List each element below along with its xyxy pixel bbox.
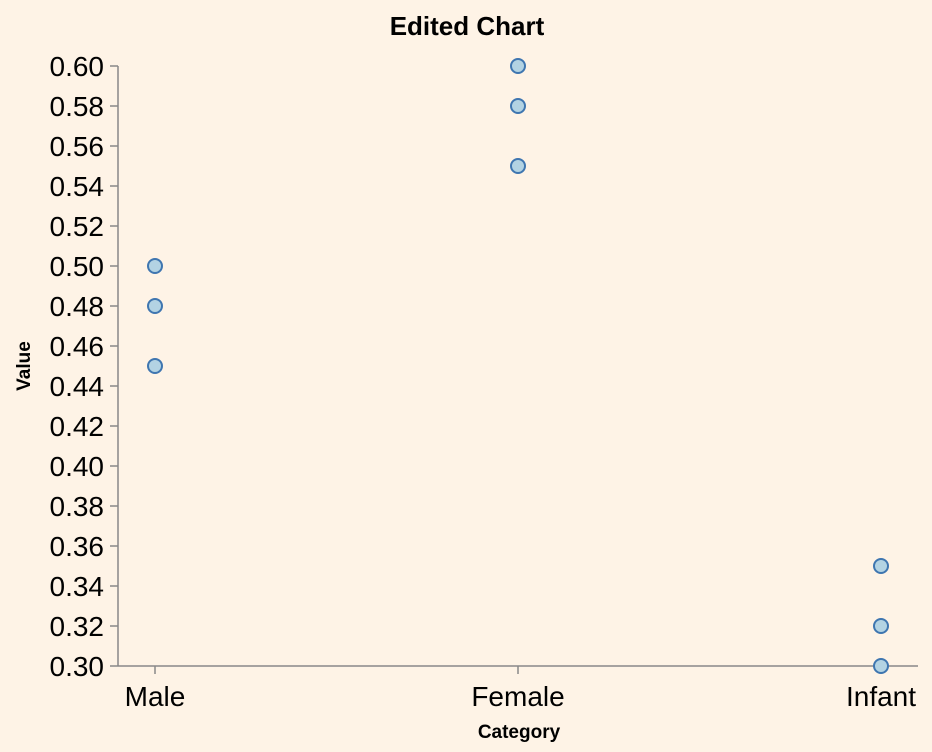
data-point <box>510 158 526 174</box>
y-tick-label: 0.38 <box>50 491 105 522</box>
x-tick-label: Infant <box>846 681 916 712</box>
data-points <box>147 58 889 674</box>
y-tick-label: 0.32 <box>50 611 105 642</box>
y-tick-label: 0.30 <box>50 651 105 682</box>
x-tick-label: Male <box>125 681 186 712</box>
y-tick-label: 0.34 <box>50 571 105 602</box>
y-tick-label: 0.52 <box>50 211 105 242</box>
y-tick-label: 0.36 <box>50 531 105 562</box>
x-axis-title: Category <box>478 722 561 743</box>
y-tick-label: 0.50 <box>50 251 105 282</box>
y-tick-label: 0.56 <box>50 131 105 162</box>
data-point <box>147 258 163 274</box>
data-point <box>147 298 163 314</box>
data-point <box>873 658 889 674</box>
y-tick-label: 0.60 <box>50 51 105 82</box>
y-tick-label: 0.48 <box>50 291 105 322</box>
data-point <box>873 618 889 634</box>
y-tick-label: 0.40 <box>50 451 105 482</box>
x-tick-label: Female <box>471 681 564 712</box>
data-point <box>510 58 526 74</box>
chart-title: Edited Chart <box>390 11 545 41</box>
y-tick-label: 0.54 <box>50 171 105 202</box>
y-axis: 0.30 0.32 0.34 0.36 0.38 0.40 0.42 0.44 0.46 0.48… <box>50 51 119 682</box>
data-point <box>873 558 889 574</box>
data-point <box>147 358 163 374</box>
y-tick-label: 0.42 <box>50 411 105 442</box>
y-tick-label: 0.58 <box>50 91 105 122</box>
data-point <box>510 98 526 114</box>
y-axis-title: Value <box>14 341 35 391</box>
x-axis: Male Female Infant <box>118 665 918 712</box>
y-tick-label: 0.44 <box>50 371 105 402</box>
y-tick-label: 0.46 <box>50 331 105 362</box>
